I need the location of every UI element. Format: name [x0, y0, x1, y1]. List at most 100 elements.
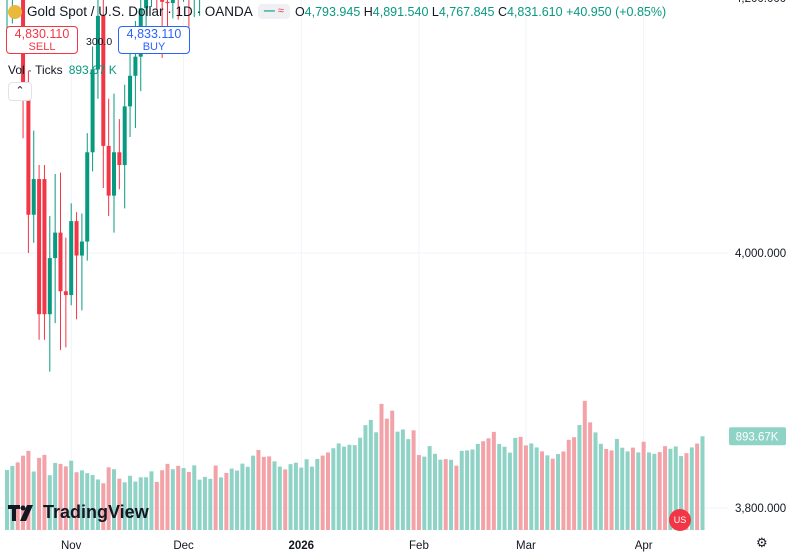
volume-bar	[149, 471, 154, 530]
volume-bar	[95, 479, 100, 530]
candle-body	[42, 179, 47, 315]
volume-bar	[513, 437, 518, 530]
candle-body	[112, 152, 116, 196]
collapse-legend-button[interactable]: ⌃	[8, 82, 32, 101]
volume-bar	[293, 462, 298, 530]
volume-bar	[138, 477, 143, 530]
volume-bar	[588, 422, 593, 530]
volume-legend: Vol · Ticks 893.67 K	[8, 63, 117, 77]
chart-style-toggle[interactable]: — ≈	[257, 4, 290, 19]
volume-bar	[593, 432, 598, 530]
candle-body	[133, 56, 138, 76]
volume-bar	[374, 432, 379, 530]
tradingview-logo[interactable]: TradingView	[8, 502, 149, 523]
dash-icon: —	[263, 5, 275, 17]
buy-price: 4,833.110	[126, 27, 182, 41]
volume-bar	[368, 419, 373, 530]
gear-icon[interactable]: ⚙	[756, 535, 768, 550]
volume-bar	[486, 438, 491, 530]
volume-bar	[668, 448, 673, 530]
axis-value-labels: 4,831.610893.67K	[729, 427, 786, 446]
open-value: 4,793.945	[304, 4, 361, 19]
volume-bar	[598, 443, 603, 530]
chevron-up-icon: ⌃	[15, 85, 25, 97]
volume-bar	[90, 475, 95, 530]
volume-bar	[42, 454, 47, 530]
volume-bar	[15, 462, 20, 530]
volume-bar	[101, 483, 106, 530]
volume-bar	[657, 452, 662, 530]
volume-bar	[689, 447, 694, 530]
volume-bar	[251, 455, 256, 530]
time-tick-label: Apr	[635, 540, 653, 552]
volume-bar	[673, 446, 678, 530]
sell-button[interactable]: 4,830.110 SELL	[6, 26, 78, 54]
volume-bar	[272, 461, 277, 530]
volume-bars	[5, 400, 705, 530]
volume-bar	[240, 463, 245, 530]
volume-bar	[523, 445, 528, 530]
volume-bar	[443, 459, 448, 530]
time-tick-label: Feb	[409, 540, 429, 552]
volume-bar	[700, 436, 705, 530]
us-flag-icon[interactable]: US	[669, 509, 691, 531]
volume-bar	[433, 453, 437, 530]
volume-bar	[572, 437, 577, 530]
time-tick-label: Nov	[61, 540, 82, 552]
volume-bar	[170, 469, 175, 530]
time-axis[interactable]: Nov Dec 2026 Feb Mar Apr	[61, 540, 653, 552]
volume-bar	[154, 481, 159, 530]
volume-bar	[288, 464, 293, 530]
volume-bar	[518, 436, 523, 530]
volume-bar	[582, 400, 587, 530]
volume-bar	[160, 470, 165, 530]
volume-bar	[74, 472, 79, 530]
volume-bar	[358, 437, 363, 530]
volume-bar	[352, 445, 357, 530]
spread-value: 300.0	[86, 36, 113, 48]
volume-bar	[283, 469, 288, 530]
candle-body	[165, 1, 170, 4]
price-tick-label: 4,000.000	[735, 248, 786, 260]
volume-bar	[128, 475, 133, 530]
volume-bar	[491, 431, 496, 530]
volume-bar	[21, 455, 26, 530]
price-axis[interactable]: 5,800.0005,600.0005,400.0005,200.0005,00…	[735, 0, 786, 515]
volume-bar	[652, 453, 657, 530]
volume-bar	[53, 462, 58, 530]
candle-body	[26, 91, 31, 215]
gold-logo-icon	[8, 4, 22, 19]
symbol-title[interactable]: Gold Spot / U.S. Dollar · 1D · OANDA	[27, 4, 253, 19]
candle-body	[58, 232, 63, 292]
volume-bar	[411, 430, 416, 530]
volume-bar	[470, 449, 475, 530]
volume-bar	[475, 443, 480, 530]
volume-bar	[540, 451, 544, 530]
volume-bar	[497, 443, 502, 530]
buy-label: BUY	[142, 41, 166, 53]
volume-bar	[299, 467, 304, 530]
volume-bar	[604, 448, 609, 530]
volume-bar	[507, 452, 512, 530]
volume-bar	[69, 460, 74, 530]
high-value: 4,891.540	[372, 4, 429, 19]
buy-button[interactable]: 4,833.110 BUY	[118, 26, 190, 54]
candle-body	[90, 69, 95, 153]
candle-body	[117, 152, 122, 166]
close-value: 4,831.610	[506, 4, 563, 19]
volume-bar	[342, 446, 347, 530]
volume-bar	[379, 403, 384, 530]
volume-bar	[122, 482, 127, 530]
price-tick-label: 3,800.000	[735, 503, 786, 515]
volume-bar	[641, 441, 646, 530]
volume-bar	[213, 465, 218, 530]
volume-bar	[363, 425, 368, 530]
volume-bar	[395, 431, 400, 530]
volume-bar	[176, 465, 181, 530]
volume-bar	[63, 466, 68, 530]
volume-bar	[625, 451, 630, 530]
volume-bar	[106, 467, 111, 530]
volume-bar	[577, 425, 582, 530]
volume-bar	[219, 477, 223, 530]
